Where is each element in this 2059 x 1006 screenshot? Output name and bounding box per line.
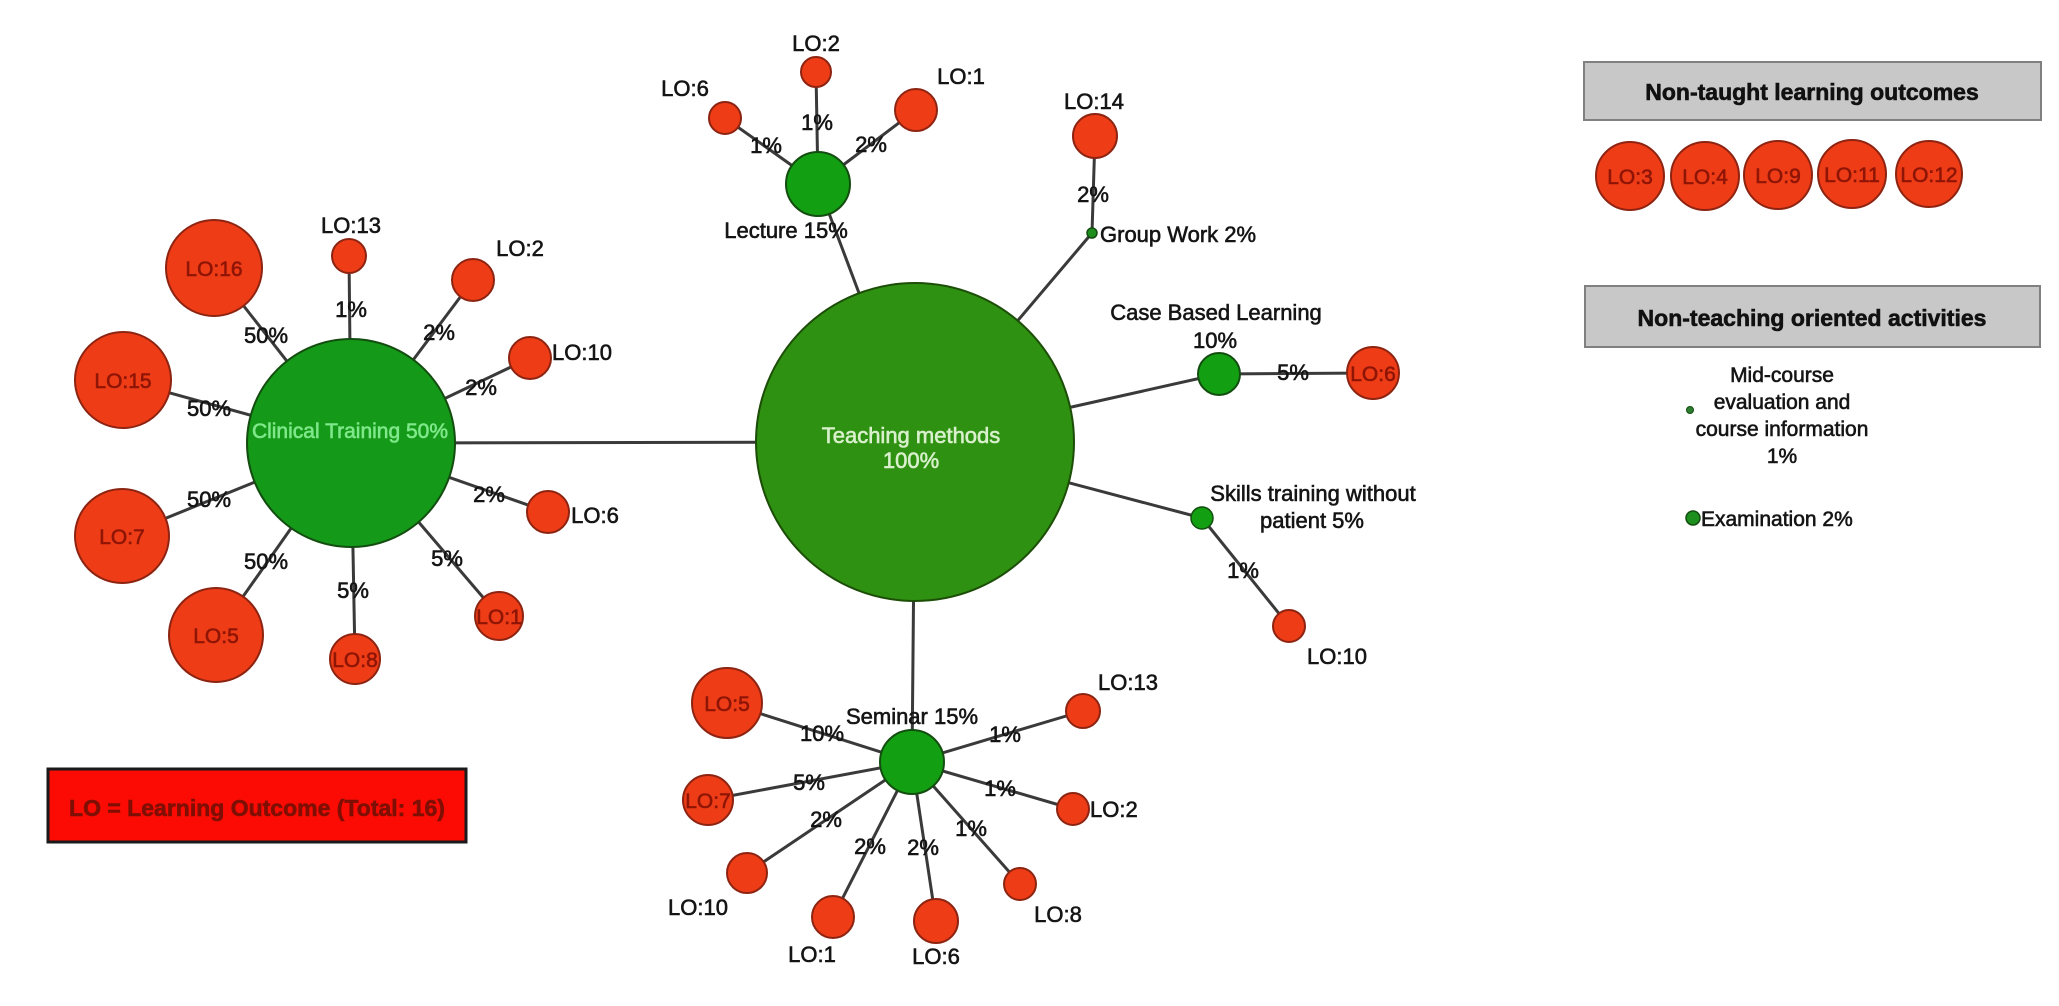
svg-text:LO:14: LO:14 (1064, 89, 1124, 114)
svg-text:LO:7: LO:7 (685, 790, 731, 813)
svg-text:LO:1: LO:1 (476, 606, 522, 629)
svg-text:5%: 5% (431, 546, 463, 571)
svg-text:evaluation and: evaluation and (1714, 391, 1851, 414)
svg-text:1%: 1% (955, 816, 987, 841)
svg-text:LO:1: LO:1 (937, 64, 985, 89)
svg-text:LO:3: LO:3 (1607, 166, 1653, 189)
svg-text:Case Based Learning: Case Based Learning (1110, 300, 1322, 325)
svg-text:LO = Learning Outcome (Total:: LO = Learning Outcome (Total: 16) (69, 795, 445, 821)
svg-text:Teaching methods: Teaching methods (822, 423, 1001, 448)
svg-text:2%: 2% (473, 482, 505, 507)
svg-text:1%: 1% (750, 133, 782, 158)
svg-text:LO:11: LO:11 (1824, 164, 1880, 187)
svg-text:Clinical Training 50%: Clinical Training 50% (252, 420, 448, 443)
svg-text:1%: 1% (1227, 558, 1259, 583)
svg-text:1%: 1% (801, 110, 833, 135)
svg-text:LO:7: LO:7 (99, 526, 145, 549)
svg-text:LO:16: LO:16 (185, 258, 242, 281)
svg-text:LO:4: LO:4 (1682, 166, 1728, 189)
svg-text:2%: 2% (854, 834, 886, 859)
svg-text:50%: 50% (187, 396, 231, 421)
svg-text:2%: 2% (465, 375, 497, 400)
svg-text:1%: 1% (989, 722, 1021, 747)
svg-text:2%: 2% (423, 320, 455, 345)
svg-text:2%: 2% (810, 807, 842, 832)
svg-text:LO:2: LO:2 (1090, 797, 1138, 822)
svg-text:LO:9: LO:9 (1755, 165, 1801, 188)
svg-text:LO:2: LO:2 (792, 31, 840, 56)
svg-text:50%: 50% (187, 487, 231, 512)
svg-text:5%: 5% (793, 770, 825, 795)
svg-text:Examination 2%: Examination 2% (1701, 508, 1853, 531)
svg-text:1%: 1% (1767, 445, 1797, 468)
svg-text:LO:6: LO:6 (571, 503, 619, 528)
svg-text:LO:8: LO:8 (1034, 902, 1082, 927)
svg-text:5%: 5% (1277, 360, 1309, 385)
svg-text:5%: 5% (337, 578, 369, 603)
svg-text:LO:10: LO:10 (1307, 644, 1367, 669)
svg-text:2%: 2% (1077, 182, 1109, 207)
svg-text:LO:12: LO:12 (1900, 164, 1957, 187)
svg-text:100%: 100% (883, 448, 939, 473)
svg-text:LO:8: LO:8 (332, 649, 378, 672)
svg-text:LO:2: LO:2 (496, 236, 544, 261)
svg-text:10%: 10% (1193, 328, 1237, 353)
svg-text:2%: 2% (855, 132, 887, 157)
svg-text:Non-teaching oriented activiti: Non-teaching oriented activities (1638, 305, 1987, 331)
svg-text:1%: 1% (335, 297, 367, 322)
svg-text:LO:6: LO:6 (661, 76, 709, 101)
svg-text:2%: 2% (907, 835, 939, 860)
svg-text:Non-taught learning outcomes: Non-taught learning outcomes (1645, 79, 1979, 105)
svg-text:LO:10: LO:10 (668, 895, 728, 920)
svg-text:10%: 10% (800, 721, 844, 746)
svg-text:LO:6: LO:6 (912, 944, 960, 969)
svg-text:Skills training without: Skills training without (1210, 481, 1415, 506)
svg-text:patient 5%: patient 5% (1260, 508, 1364, 533)
svg-text:Mid-course: Mid-course (1730, 364, 1834, 387)
svg-text:Lecture 15%: Lecture 15% (724, 218, 848, 243)
svg-text:course information: course information (1696, 418, 1869, 441)
svg-text:LO:13: LO:13 (321, 213, 381, 238)
svg-text:Seminar 15%: Seminar 15% (846, 704, 978, 729)
svg-text:Group Work 2%: Group Work 2% (1100, 222, 1256, 247)
svg-text:LO:6: LO:6 (1350, 363, 1396, 386)
svg-text:LO:13: LO:13 (1098, 670, 1158, 695)
svg-text:1%: 1% (984, 776, 1016, 801)
svg-text:LO:5: LO:5 (193, 625, 239, 648)
svg-text:50%: 50% (244, 549, 288, 574)
svg-text:LO:10: LO:10 (552, 340, 612, 365)
svg-text:LO:15: LO:15 (94, 370, 151, 393)
svg-text:50%: 50% (244, 323, 288, 348)
svg-text:LO:5: LO:5 (704, 693, 750, 716)
svg-text:LO:1: LO:1 (788, 942, 836, 967)
